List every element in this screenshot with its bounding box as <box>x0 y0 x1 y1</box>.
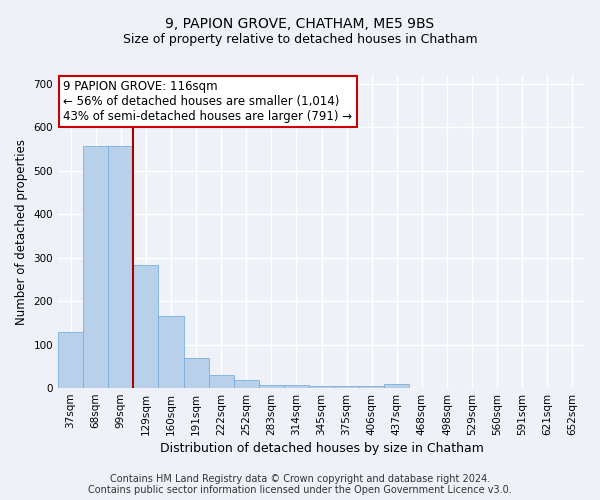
Text: 9, PAPION GROVE, CHATHAM, ME5 9BS: 9, PAPION GROVE, CHATHAM, ME5 9BS <box>166 18 434 32</box>
Bar <box>233 380 259 388</box>
Bar <box>58 332 83 388</box>
Bar <box>83 146 108 388</box>
Y-axis label: Number of detached properties: Number of detached properties <box>15 138 28 324</box>
Bar <box>108 146 133 388</box>
Bar <box>384 384 409 388</box>
Bar <box>209 374 233 388</box>
Bar <box>133 266 158 388</box>
X-axis label: Distribution of detached houses by size in Chatham: Distribution of detached houses by size … <box>160 442 484 455</box>
Bar <box>184 358 209 388</box>
Bar <box>158 316 184 388</box>
Bar <box>334 386 359 388</box>
Text: Contains public sector information licensed under the Open Government Licence v3: Contains public sector information licen… <box>88 485 512 495</box>
Bar <box>284 384 309 388</box>
Text: 9 PAPION GROVE: 116sqm
← 56% of detached houses are smaller (1,014)
43% of semi-: 9 PAPION GROVE: 116sqm ← 56% of detached… <box>64 80 352 122</box>
Bar <box>309 386 334 388</box>
Text: Size of property relative to detached houses in Chatham: Size of property relative to detached ho… <box>122 32 478 46</box>
Bar <box>359 386 384 388</box>
Bar <box>259 384 284 388</box>
Text: Contains HM Land Registry data © Crown copyright and database right 2024.: Contains HM Land Registry data © Crown c… <box>110 474 490 484</box>
